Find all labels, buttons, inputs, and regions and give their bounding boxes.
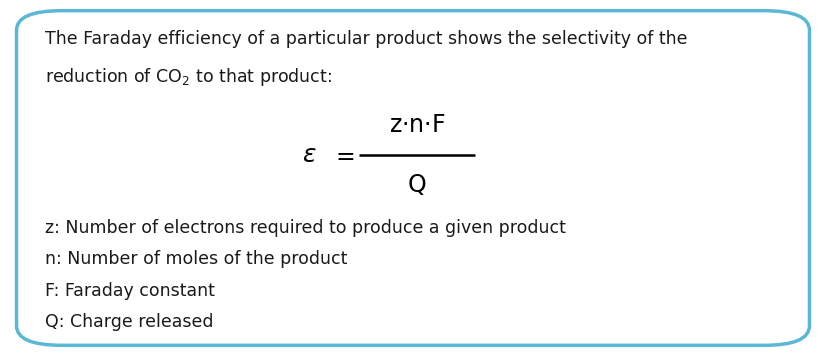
Text: n: Number of moles of the product: n: Number of moles of the product <box>45 250 348 268</box>
Text: The Faraday efficiency of a particular product shows the selectivity of the: The Faraday efficiency of a particular p… <box>45 30 688 48</box>
Text: reduction of CO$_2$ to that product:: reduction of CO$_2$ to that product: <box>45 66 332 88</box>
FancyBboxPatch shape <box>17 11 809 345</box>
Text: Q: Q <box>408 173 426 197</box>
Text: F: Faraday constant: F: Faraday constant <box>45 282 216 300</box>
Text: z$\cdot$n$\cdot$F: z$\cdot$n$\cdot$F <box>389 112 445 137</box>
Text: Q: Charge released: Q: Charge released <box>45 313 214 331</box>
Text: $\varepsilon$: $\varepsilon$ <box>302 143 317 167</box>
Text: $=$: $=$ <box>331 143 354 167</box>
Text: z: Number of electrons required to produce a given product: z: Number of electrons required to produ… <box>45 219 567 237</box>
